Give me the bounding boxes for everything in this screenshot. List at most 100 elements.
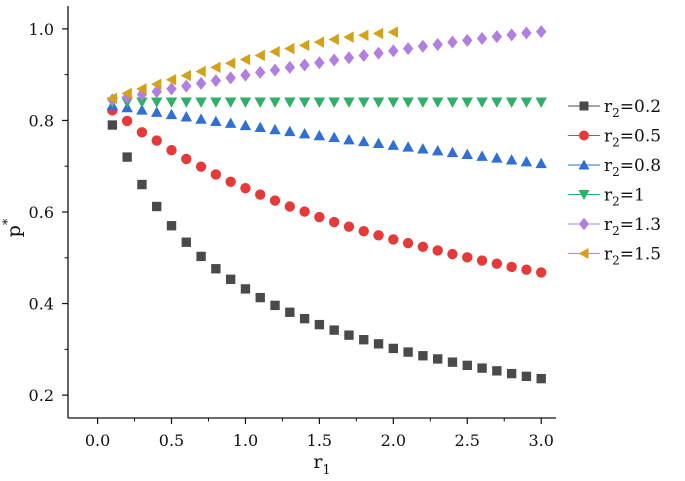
data-point [121, 115, 133, 127]
data-point [476, 255, 488, 266]
data-point [417, 143, 429, 154]
y-tick-label: 0.2 [29, 386, 54, 405]
data-point [165, 108, 178, 120]
legend-label-main: r [604, 156, 613, 176]
data-point [195, 97, 207, 108]
data-point [224, 97, 237, 108]
series-3 [106, 97, 547, 108]
axes [67, 6, 556, 419]
legend-marker [578, 190, 590, 200]
data-point [284, 97, 296, 108]
legend-label-sub: 2 [612, 106, 620, 120]
data-point [402, 97, 414, 108]
y-tick-label: 0.4 [29, 295, 54, 314]
data-point [121, 87, 132, 100]
data-point [432, 245, 443, 256]
data-point [447, 35, 458, 49]
legend-label-value: =0.2 [620, 97, 661, 117]
data-point [255, 189, 266, 200]
data-point [195, 113, 207, 124]
data-point [372, 137, 385, 149]
data-point [343, 133, 355, 145]
data-point [536, 25, 547, 39]
legend-label: r2=1 [604, 186, 645, 209]
data-point [151, 106, 163, 117]
series-layer [106, 25, 547, 384]
data-point [255, 65, 266, 79]
series-5 [106, 26, 399, 105]
data-point [535, 157, 547, 169]
data-point [166, 145, 177, 156]
data-point [462, 252, 473, 263]
data-point [372, 97, 385, 108]
data-point [387, 97, 400, 108]
data-point [210, 169, 222, 180]
y-tick-label: 0.8 [29, 111, 54, 130]
data-point [433, 354, 443, 364]
legend-label-main: r [604, 186, 613, 206]
data-point [210, 115, 222, 127]
y-tick-label: 0.6 [29, 203, 54, 222]
y-axis-title-main: p [3, 225, 25, 237]
legend-label-sub: 2 [612, 254, 620, 268]
data-point [240, 68, 251, 82]
data-point [284, 201, 296, 212]
x-tick-label: 3.0 [528, 431, 553, 450]
data-point [106, 92, 118, 105]
data-point [505, 97, 518, 108]
legend-label-main: r [604, 97, 613, 117]
data-point [225, 71, 236, 85]
data-point [239, 53, 251, 66]
data-point [314, 211, 325, 223]
legend-item-1: r2=0.5 [568, 127, 661, 150]
legend-label-sub: 2 [612, 136, 620, 150]
data-point [136, 104, 148, 115]
data-point [343, 51, 355, 65]
x-tick-label: 1.0 [233, 431, 258, 450]
data-point [520, 97, 533, 108]
data-point [343, 221, 355, 232]
data-point [299, 58, 310, 72]
data-point [373, 339, 384, 349]
data-point [181, 79, 192, 93]
data-point [403, 347, 413, 357]
x-tick-label: 2.0 [381, 431, 406, 450]
data-point [476, 97, 488, 108]
data-point [196, 251, 206, 262]
data-point [418, 351, 428, 361]
data-point [446, 146, 459, 158]
data-point [269, 195, 281, 206]
data-point [388, 234, 399, 245]
legend-label-sub: 2 [612, 224, 620, 238]
data-point [284, 42, 295, 55]
data-point [298, 128, 311, 139]
legend-marker [578, 159, 590, 170]
legend-item-0: r2=0.2 [568, 97, 661, 120]
legend-label-main: r [604, 245, 613, 265]
data-point [329, 325, 339, 335]
data-point [372, 27, 384, 40]
data-point [417, 97, 429, 108]
data-point [476, 150, 488, 161]
data-point [181, 237, 191, 247]
data-point [491, 258, 503, 269]
data-point [224, 57, 236, 69]
data-point [358, 29, 369, 42]
data-point [151, 135, 162, 146]
data-point [270, 300, 280, 311]
data-point [240, 284, 251, 294]
legend-marker [579, 217, 589, 231]
data-point [239, 119, 252, 131]
data-point [402, 237, 414, 249]
data-point [107, 120, 118, 130]
legend-label: r2=0.2 [604, 97, 661, 120]
data-point [521, 371, 532, 382]
data-point [210, 97, 222, 108]
data-point [431, 144, 444, 156]
data-point [328, 53, 340, 67]
data-point [180, 97, 193, 108]
data-point [462, 33, 473, 47]
legend-item-5: r2=1.5 [568, 245, 661, 268]
legend-label-main: r [604, 127, 613, 147]
x-axis-title-sub: 1 [322, 463, 330, 478]
